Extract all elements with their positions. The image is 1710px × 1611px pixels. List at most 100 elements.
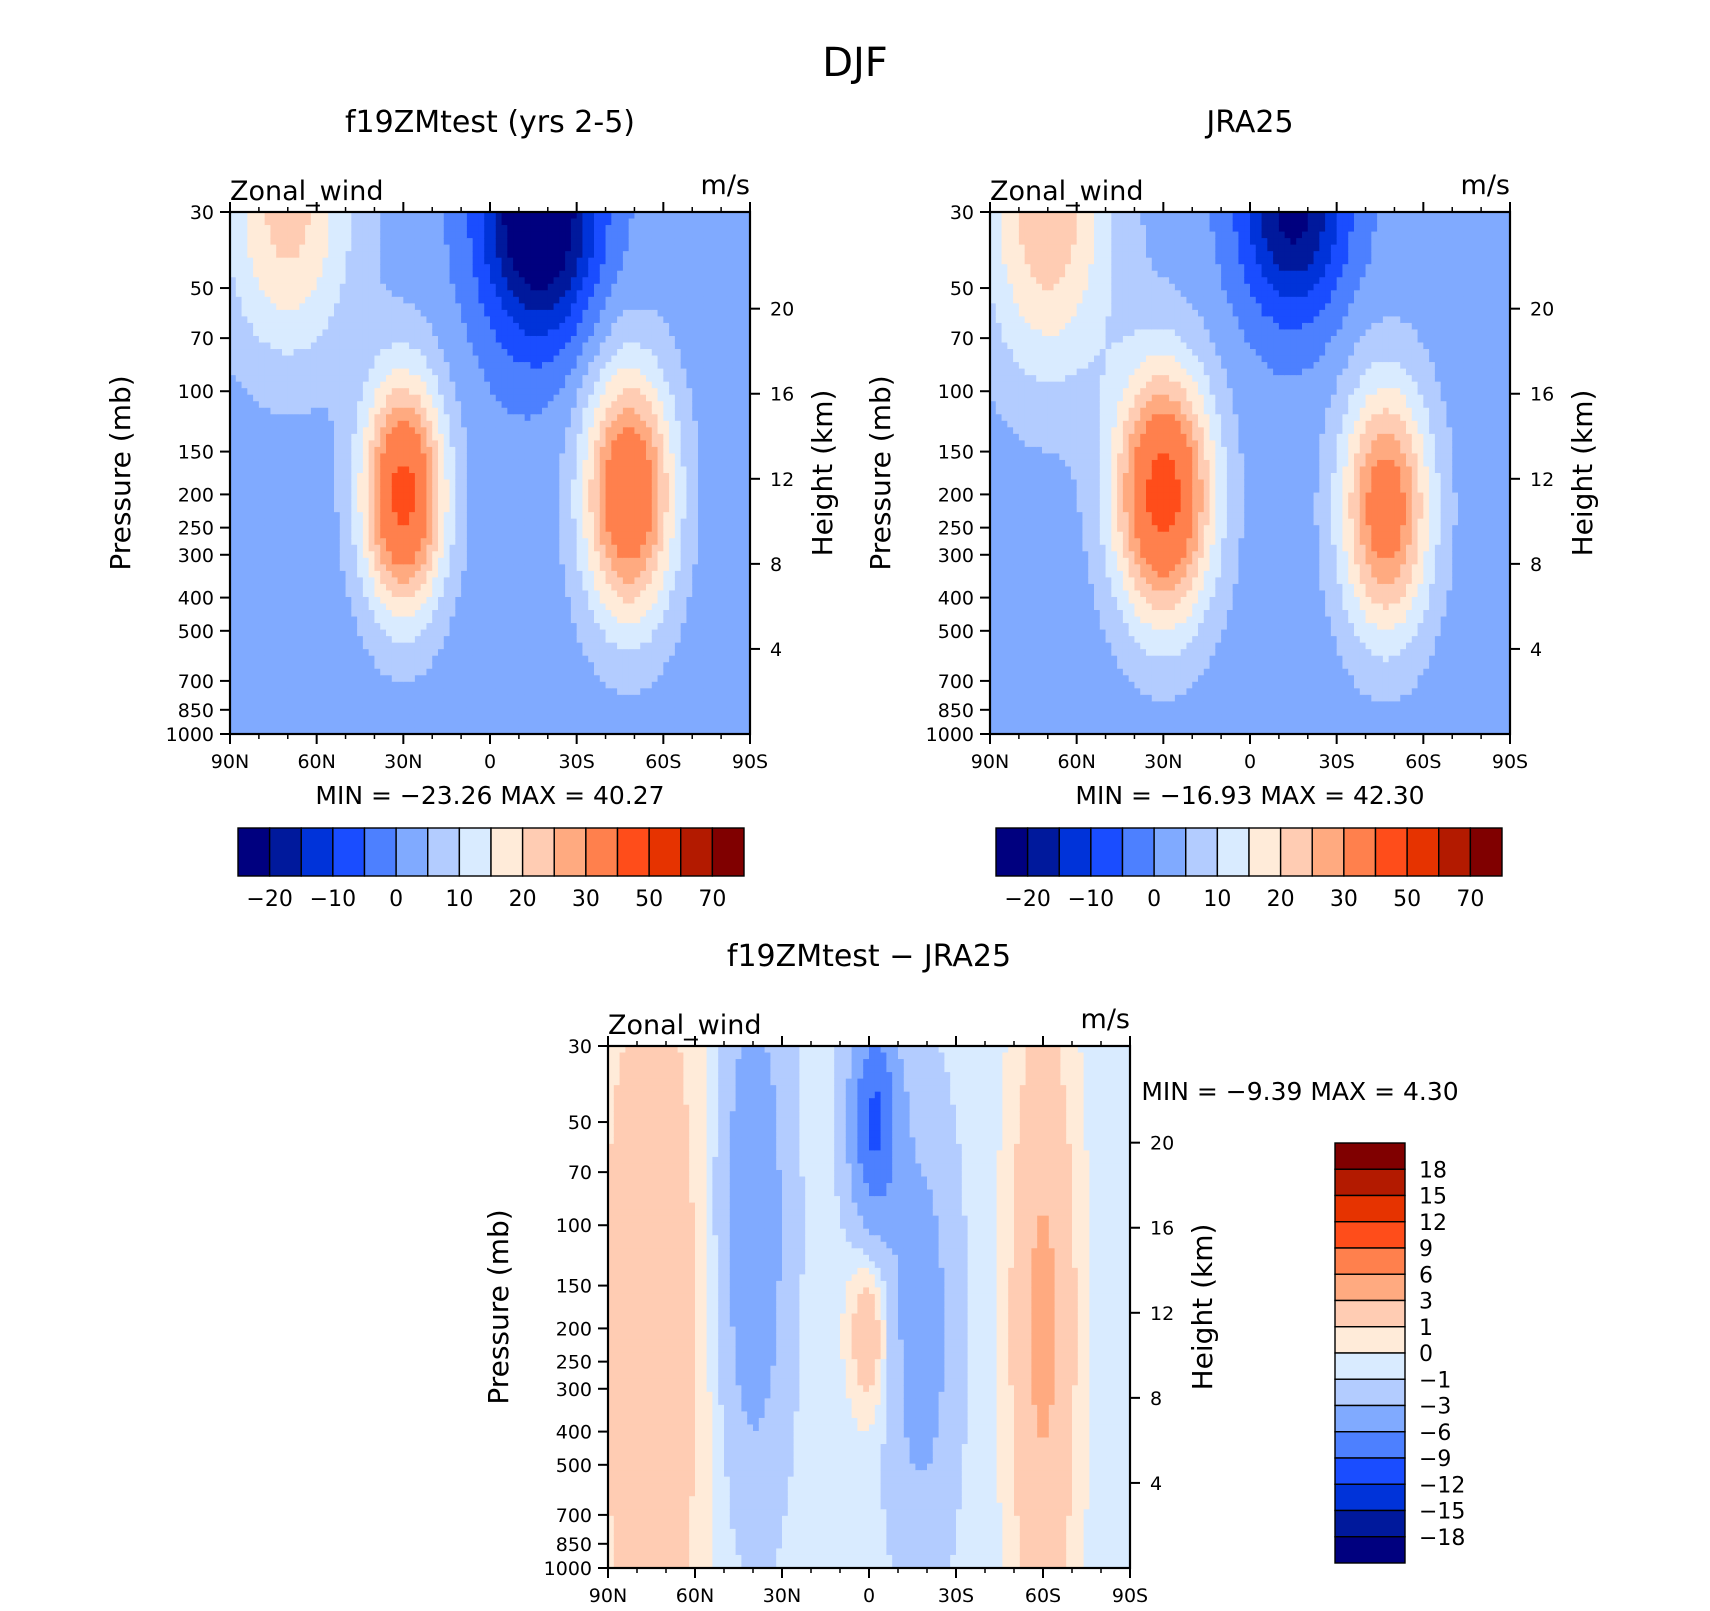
contour-cell [293,701,300,709]
contour-cell [466,518,474,526]
contour-cell [426,714,433,722]
contour-cell [241,525,248,533]
contour-cell [524,596,532,605]
contour-cell [582,453,589,461]
contour-cell [513,557,520,565]
contour-cell [409,407,416,415]
contour-cell [513,538,520,546]
contour-cell [368,642,376,650]
contour-cell [524,375,532,383]
contour-cell [588,277,595,285]
contour-cell [264,499,272,507]
contour-cell [432,727,439,734]
contour-cell [547,596,555,605]
contour-cell [438,218,445,226]
contour-cell [305,453,312,461]
contour-cell [501,662,508,670]
contour-cell [438,701,445,709]
contour-cell [264,564,272,572]
contour-cell [409,244,416,252]
contour-cell [432,714,439,722]
contour-cell [490,244,497,252]
contour-cell [484,388,491,396]
contour-cell [293,329,300,337]
contour-cell [282,283,289,291]
contour-cell [351,544,358,552]
contour-cell [461,231,468,239]
contour-cell [334,466,341,474]
contour-cell [310,309,318,318]
contour-cell [310,590,318,598]
contour-cell [570,342,578,350]
contour-cell [472,675,480,683]
contour-cell [553,538,560,546]
contour-cell [547,407,555,415]
contour-cell [414,244,422,252]
contour-cell [386,662,393,670]
contour-cell [547,264,555,272]
contour-cell [565,473,572,481]
contour-cell [362,264,370,272]
contour-cell [547,512,555,520]
contour-cell [397,264,404,272]
contour-cell [472,277,480,285]
contour-cell [345,701,352,709]
contour-cell [305,681,312,689]
contour-cell [501,290,508,298]
contour-cell [472,322,480,331]
contour-cell [293,583,300,592]
contour-cell [247,629,254,637]
contour-cell [501,296,508,304]
contour-cell [253,244,260,252]
contour-cell [299,636,306,644]
contour-cell [576,518,584,526]
contour-cell [484,270,491,278]
contour-cell [582,316,589,324]
contour-cell [524,714,532,722]
contour-cell [328,375,335,383]
contour-cell [258,296,266,304]
contour-cell [501,577,508,585]
contour-cell [409,531,416,539]
contour-cell [293,505,300,513]
contour-cell [518,388,526,396]
contour-cell [403,590,410,598]
contour-cell [235,420,243,428]
contour-cell [345,486,352,494]
contour-cell [449,694,456,702]
contour-cell [438,544,445,552]
contour-cell [328,473,335,481]
contour-cell [241,662,248,670]
contour-cell [397,394,404,402]
contour-cell [264,603,272,611]
contour-cell [409,309,416,318]
contour-cell [316,629,324,637]
contour-cell [559,720,566,729]
contour-cell [536,610,543,618]
contour-cell [293,362,300,370]
contour-cell [513,577,520,585]
contour-cell [518,688,526,696]
contour-cell [351,596,358,605]
contour-cell [230,688,237,696]
contour-cell [553,512,560,520]
contour-cell [403,329,410,337]
contour-cell [559,388,566,396]
contour-cell [357,642,364,650]
contour-cell [386,420,393,428]
contour-cell [524,544,532,552]
contour-cell [276,283,283,291]
contour-cell [287,570,295,579]
contour-cell [253,694,260,702]
contour-cell [530,629,537,637]
contour-cell [293,570,300,579]
contour-cell [299,322,306,331]
contour-cell [391,583,399,592]
contour-cell [495,681,503,689]
contour-cell [495,414,503,422]
contour-cell [380,316,387,324]
contour-cell [449,486,456,494]
contour-cell [270,264,277,272]
contour-cell [536,518,543,526]
contour-cell [559,616,566,624]
